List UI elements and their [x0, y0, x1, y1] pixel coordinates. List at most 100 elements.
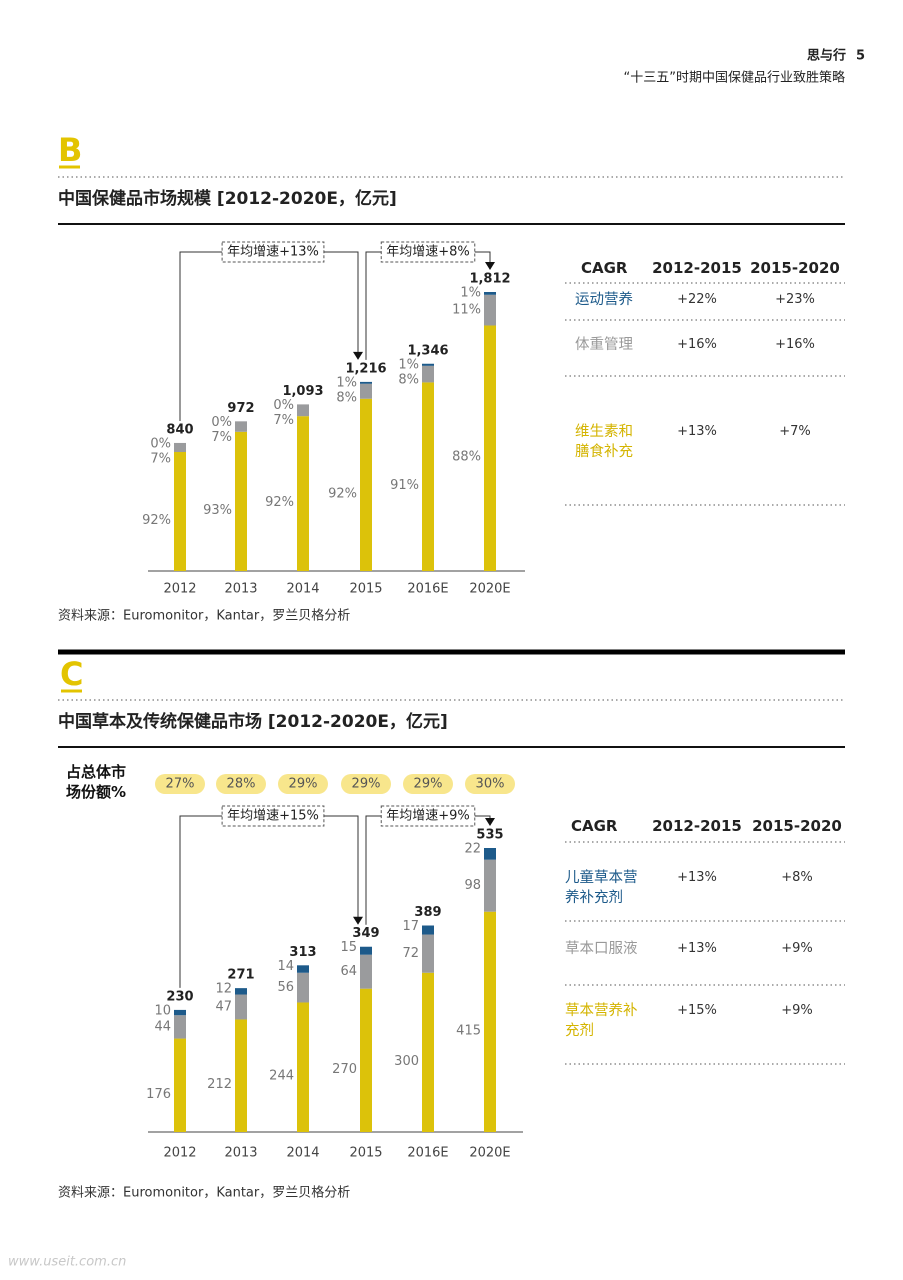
bar-segment — [484, 859, 496, 912]
segment-label: 7% — [273, 413, 294, 428]
page-number: 5 — [856, 49, 865, 64]
growth-annotation: 年均增速+8% — [386, 245, 470, 260]
bar-segment — [235, 1019, 247, 1132]
segment-label: 415 — [456, 1023, 481, 1038]
bar-segment — [422, 934, 434, 973]
row-name: 草本口服液 — [565, 941, 638, 957]
share-pill — [216, 774, 266, 794]
watermark: www.useit.com.cn — [8, 1255, 126, 1270]
segment-label: 88% — [452, 450, 481, 465]
bar-segment — [297, 416, 309, 571]
segment-label: 10 — [154, 1003, 171, 1018]
bar-segment — [297, 1002, 309, 1132]
section-title: 中国草本及传统保健品市场 [2012-2020E，亿元] — [58, 711, 448, 732]
segment-label: 92% — [142, 513, 171, 528]
annotation-arrow-line — [323, 815, 359, 919]
row-name: 儿童草本营养补充剂 — [565, 870, 638, 906]
growth-annotation: 年均增速+13% — [227, 245, 319, 260]
arrowhead — [485, 818, 495, 826]
share-pill — [155, 774, 205, 794]
segment-label: 98 — [464, 878, 481, 893]
segment-label: 7% — [211, 430, 232, 445]
segment-label: 12 — [215, 982, 232, 997]
total-label: 1,812 — [469, 272, 510, 287]
table-cell: +16% — [775, 337, 815, 352]
x-tick-label: 2012 — [163, 582, 196, 597]
total-label: 389 — [414, 905, 441, 920]
bar-segment — [422, 363, 434, 366]
bar-segment — [174, 1015, 186, 1039]
row-name: 运动营养 — [575, 292, 633, 308]
share-pill — [278, 774, 328, 794]
total-label: 840 — [166, 422, 193, 437]
source: 资料来源：Euromonitor，Kantar，罗兰贝格分析 — [58, 1185, 350, 1201]
annotation-arrow-line — [474, 251, 491, 264]
x-tick-label: 2015 — [349, 582, 382, 597]
table-header: 2015-2020 — [750, 259, 840, 277]
bar-segment — [422, 382, 434, 571]
total-label: 349 — [352, 926, 379, 941]
segment-label: 300 — [394, 1054, 419, 1069]
segment-label: 7% — [150, 451, 171, 466]
share-label: 28% — [227, 777, 256, 792]
annotation-line — [179, 251, 223, 421]
bar-segment — [422, 925, 434, 935]
share-label: 占总体市场份额% — [66, 763, 127, 801]
x-tick-label: 2014 — [286, 1146, 319, 1161]
annotation-line — [365, 251, 382, 360]
x-tick-label: 2020E — [469, 1146, 510, 1161]
bar-segment — [484, 911, 496, 1132]
bar-segment — [297, 965, 309, 973]
annotation-arrow-line — [323, 251, 359, 354]
x-tick-label: 2016E — [407, 1146, 448, 1161]
bar-segment — [360, 946, 372, 955]
row-name: 体重管理 — [575, 337, 633, 353]
segment-label: 0% — [150, 436, 171, 451]
x-tick-label: 2012 — [163, 1146, 196, 1161]
segment-label: 1% — [460, 286, 481, 301]
bar-segment — [484, 848, 496, 860]
table-header: 2012-2015 — [652, 259, 742, 277]
annotation-line — [365, 815, 382, 925]
segment-label: 244 — [269, 1069, 294, 1084]
table-header: 2015-2020 — [752, 817, 842, 835]
segment-label: 17 — [402, 919, 419, 934]
segment-label: 15 — [340, 940, 357, 955]
x-tick-label: 2020E — [469, 582, 510, 597]
segment-label: 176 — [146, 1087, 171, 1102]
segment-label: 212 — [207, 1077, 232, 1092]
bar-segment — [174, 442, 186, 453]
total-label: 313 — [289, 945, 316, 960]
bar-segment — [422, 972, 434, 1132]
bar-segment — [297, 972, 309, 1003]
segment-label: 92% — [265, 495, 294, 510]
total-label: 535 — [476, 828, 503, 843]
segment-label: 0% — [273, 398, 294, 413]
table-header: CAGR — [581, 259, 628, 277]
section-title: 中国保健品市场规模 [2012-2020E，亿元] — [58, 188, 397, 209]
running-title: “十三五”时期中国保健品行业致胜策略 — [624, 70, 845, 86]
table-cell: +8% — [781, 870, 813, 885]
section-letter: C — [60, 655, 83, 693]
bar-segment — [422, 365, 434, 383]
brand: 思与行 — [807, 48, 846, 64]
table-cell: +13% — [677, 424, 717, 439]
bar-segment — [174, 452, 186, 571]
segment-label: 44 — [154, 1019, 171, 1034]
segment-label: 8% — [336, 390, 357, 405]
total-label: 271 — [227, 968, 254, 983]
row-name: 草本营养补充剂 — [565, 1003, 638, 1039]
arrowhead — [353, 916, 363, 925]
share-label: 30% — [476, 777, 505, 792]
bar-segment — [360, 381, 372, 384]
bar-segment — [174, 1038, 186, 1132]
bar-segment — [360, 398, 372, 571]
share-pill — [403, 774, 453, 794]
growth-annotation: 年均增速+9% — [386, 809, 470, 824]
segment-label: 47 — [215, 999, 232, 1014]
segment-label: 91% — [390, 478, 419, 493]
table-cell: +16% — [677, 337, 717, 352]
bar-segment — [360, 383, 372, 399]
table-header: 2012-2015 — [652, 817, 742, 835]
